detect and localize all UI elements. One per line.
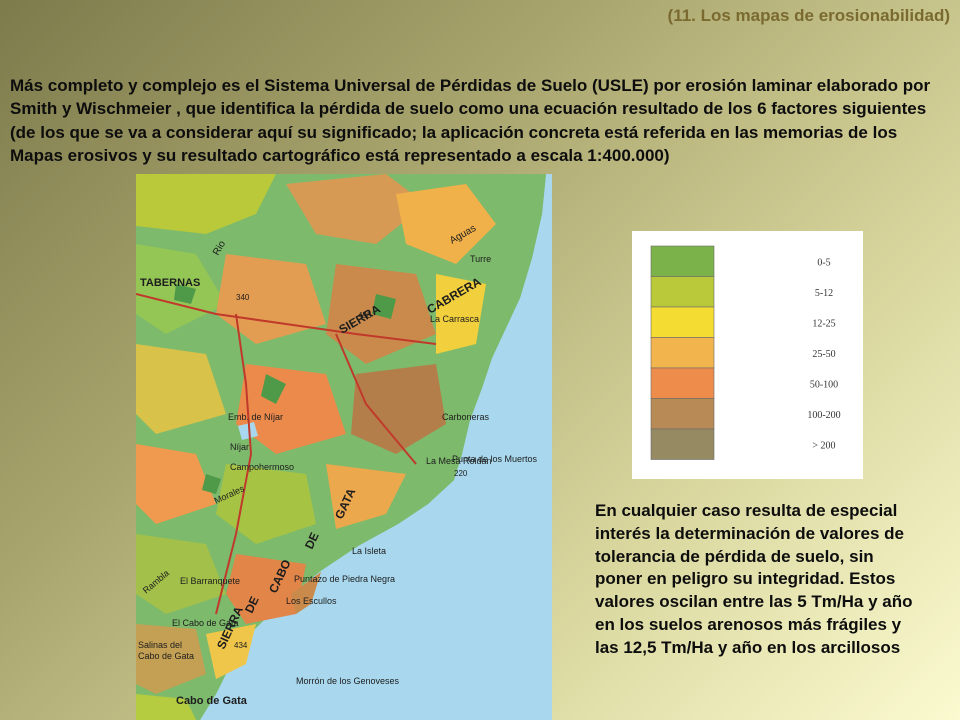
label-morron: Morrón de los Genoveses (296, 676, 400, 686)
legend-swatch (650, 337, 715, 369)
label-tabernas: TABERNAS (140, 277, 200, 289)
legend-swatch (650, 245, 715, 277)
legend-label: 100-200 (807, 410, 840, 421)
legend-label: 50-100 (810, 379, 838, 390)
label-turre: Turre (470, 254, 491, 264)
label-spot-340: 340 (236, 293, 250, 302)
erosion-patches (136, 174, 496, 720)
label-barranquete: El Barranquete (180, 576, 240, 586)
label-nijar: Níjar (230, 442, 249, 452)
reservoir (238, 422, 258, 440)
label-salinas-1: Salinas del (138, 640, 182, 650)
legend-label: 5-12 (815, 288, 833, 299)
label-cabo-de-gata-town: El Cabo de Gata (172, 618, 239, 628)
legend-swatch (650, 276, 715, 308)
legend-label: 0-5 (817, 257, 830, 268)
slide-title: (11. Los mapas de erosionabilidad) (667, 6, 950, 25)
erosion-legend: 0-5 5-12 12-25 25-50 50-100 100-200 > 200 (632, 231, 863, 479)
legend-swatch (650, 398, 715, 430)
map-svg: TABERNAS SIERRA CABRERA Aguas Rio SIERRA… (136, 174, 552, 720)
label-cabo-gata: Cabo de Gata (176, 695, 248, 707)
legend-swatch (650, 428, 715, 460)
legend-swatch (650, 367, 715, 399)
roads (136, 293, 437, 615)
tolerance-note: En cualquier caso resulta de especial in… (595, 501, 913, 657)
label-sierra-gata-4: DE (302, 530, 322, 551)
label-spot-434: 434 (234, 641, 248, 650)
label-sierra-gata-2: DE (242, 594, 262, 615)
erosion-map: TABERNAS SIERRA CABRERA Aguas Rio SIERRA… (136, 174, 552, 720)
label-spot-220: 220 (454, 469, 468, 478)
label-mesa-roldan: La Mesa Roldán (426, 456, 492, 466)
label-escullos: Los Escullos (286, 596, 337, 606)
label-spot-493: 493 (358, 311, 372, 320)
label-punta-piedra: Puntazo de Piedra Negra (294, 574, 395, 584)
legend-label: 12-25 (812, 318, 835, 329)
sea (200, 174, 552, 720)
legend-label: 25-50 (812, 349, 835, 360)
label-punta-muertos: Punta de los Muertos (452, 454, 538, 464)
legend-label: > 200 (812, 440, 835, 451)
label-emb-nijar: Emb. de Níjar (228, 412, 283, 422)
intro-paragraph: Más completo y complejo es el Sistema Un… (10, 76, 931, 166)
label-carrasca: La Carrasca (430, 314, 479, 324)
legend-swatch (650, 306, 715, 338)
label-carboneras: Carboneras (442, 412, 490, 422)
label-salinas-2: Cabo de Gata (138, 651, 194, 661)
legend-svg: 0-5 5-12 12-25 25-50 50-100 100-200 > 200 (650, 245, 841, 460)
label-isleta: La Isleta (352, 546, 386, 556)
label-campohermoso: Campohermoso (230, 462, 294, 472)
